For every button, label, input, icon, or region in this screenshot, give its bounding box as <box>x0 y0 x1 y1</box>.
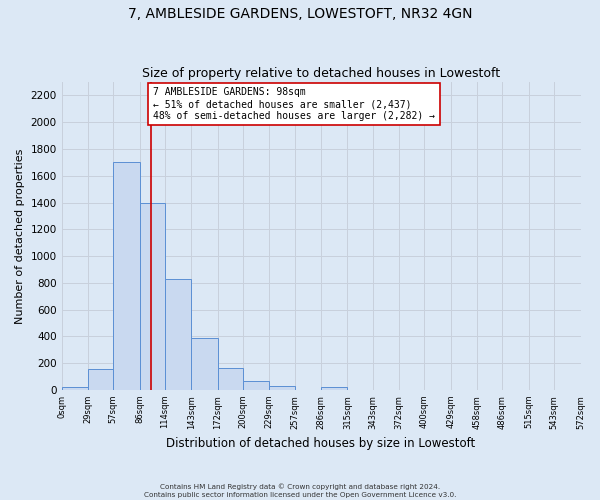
Title: Size of property relative to detached houses in Lowestoft: Size of property relative to detached ho… <box>142 66 500 80</box>
Bar <box>140 203 165 390</box>
Bar <box>243 381 269 390</box>
Bar <box>62 388 88 390</box>
Y-axis label: Number of detached properties: Number of detached properties <box>15 148 25 324</box>
Bar <box>113 162 140 390</box>
Bar <box>269 386 295 390</box>
Text: 7 AMBLESIDE GARDENS: 98sqm
← 51% of detached houses are smaller (2,437)
48% of s: 7 AMBLESIDE GARDENS: 98sqm ← 51% of deta… <box>153 88 435 120</box>
Bar <box>165 279 191 390</box>
Bar <box>191 338 218 390</box>
Text: Contains HM Land Registry data © Crown copyright and database right 2024.
Contai: Contains HM Land Registry data © Crown c… <box>144 484 456 498</box>
Text: 7, AMBLESIDE GARDENS, LOWESTOFT, NR32 4GN: 7, AMBLESIDE GARDENS, LOWESTOFT, NR32 4G… <box>128 8 472 22</box>
X-axis label: Distribution of detached houses by size in Lowestoft: Distribution of detached houses by size … <box>166 437 476 450</box>
Bar <box>88 369 113 390</box>
Bar <box>321 386 347 390</box>
Bar <box>218 368 243 390</box>
